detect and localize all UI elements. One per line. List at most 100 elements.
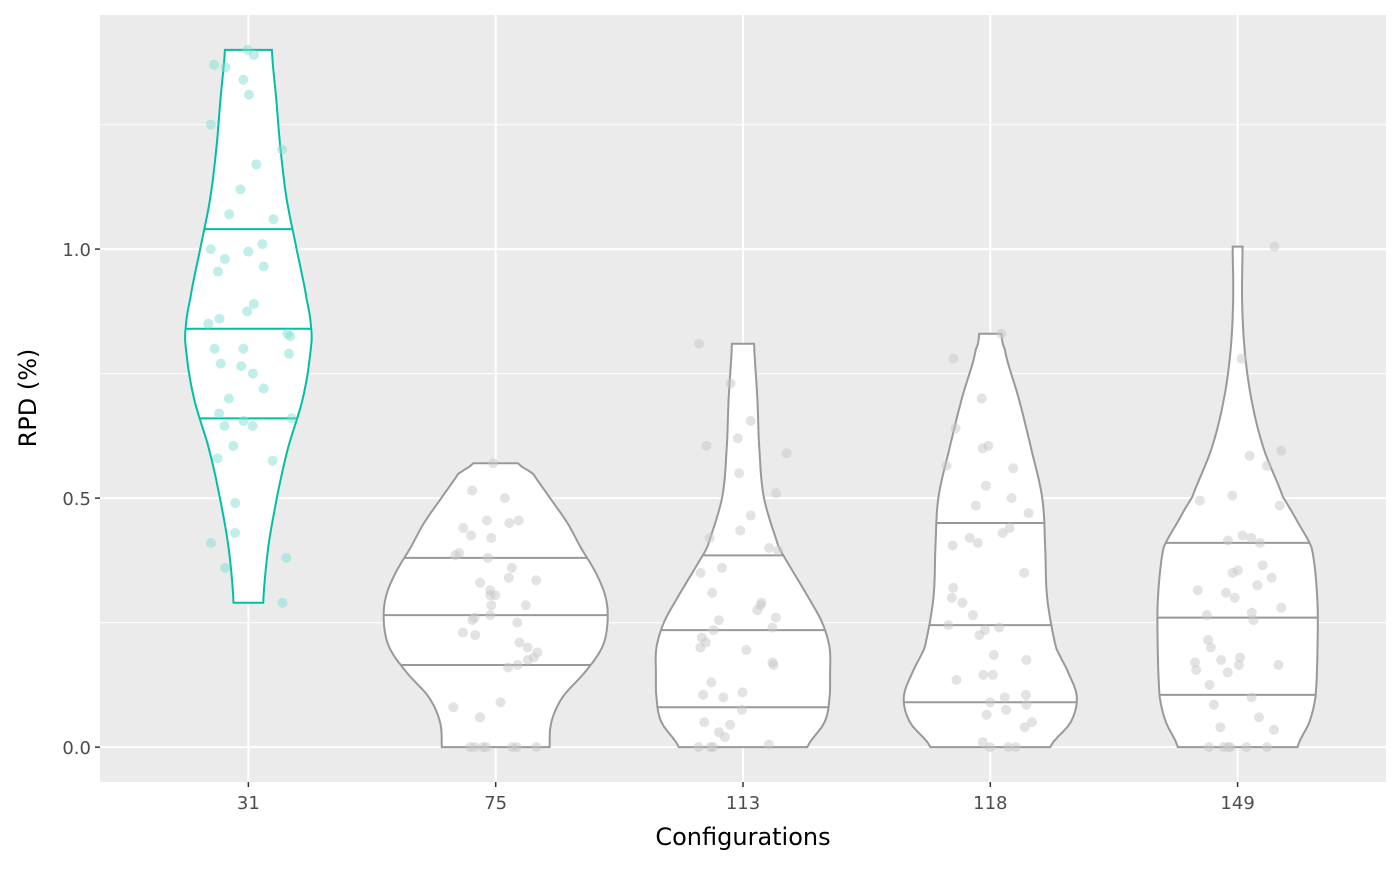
data-point bbox=[520, 600, 531, 611]
data-point bbox=[247, 368, 258, 379]
data-point bbox=[741, 645, 752, 656]
y-tick-label: 0.5 bbox=[62, 489, 91, 510]
data-point bbox=[781, 448, 792, 459]
data-point bbox=[972, 537, 983, 548]
data-point bbox=[205, 244, 216, 255]
data-point bbox=[467, 485, 478, 496]
violin-149 bbox=[1156, 245, 1319, 749]
data-point bbox=[768, 659, 779, 670]
data-point bbox=[947, 540, 958, 551]
data-point bbox=[1252, 580, 1263, 591]
data-point bbox=[1276, 602, 1287, 613]
data-point bbox=[1019, 567, 1030, 578]
x-tick-label: 75 bbox=[484, 793, 507, 814]
data-point bbox=[486, 532, 497, 543]
data-point bbox=[770, 612, 781, 623]
data-point bbox=[512, 659, 523, 670]
data-point bbox=[251, 159, 262, 170]
data-point bbox=[1253, 712, 1264, 723]
data-point bbox=[470, 630, 481, 641]
data-point bbox=[258, 383, 269, 394]
data-point bbox=[481, 515, 492, 526]
data-point bbox=[985, 742, 996, 753]
data-point bbox=[522, 654, 533, 665]
data-point bbox=[486, 600, 497, 611]
data-point bbox=[513, 515, 524, 526]
data-point bbox=[514, 637, 525, 648]
data-point bbox=[1201, 610, 1212, 621]
data-point bbox=[999, 692, 1010, 703]
data-point bbox=[948, 353, 959, 364]
data-point bbox=[1203, 742, 1214, 753]
x-axis-title: Configurations bbox=[655, 823, 830, 851]
data-point bbox=[1001, 704, 1012, 715]
data-point bbox=[694, 338, 705, 349]
data-point bbox=[1008, 463, 1019, 474]
data-point bbox=[737, 687, 748, 698]
data-point bbox=[488, 458, 499, 469]
data-point bbox=[707, 587, 718, 598]
data-point bbox=[1222, 667, 1233, 678]
data-point bbox=[1192, 585, 1203, 596]
data-point bbox=[1268, 724, 1279, 735]
data-point bbox=[1006, 493, 1017, 504]
data-point bbox=[469, 742, 480, 753]
data-point bbox=[1237, 530, 1248, 541]
data-point bbox=[268, 214, 279, 225]
data-point bbox=[448, 702, 459, 713]
data-point bbox=[1026, 717, 1037, 728]
data-point bbox=[203, 318, 214, 329]
data-point bbox=[285, 331, 296, 342]
data-point bbox=[718, 692, 729, 703]
data-point bbox=[977, 737, 988, 748]
data-point bbox=[475, 577, 486, 588]
violins bbox=[184, 48, 1319, 749]
data-point bbox=[1004, 522, 1015, 533]
data-point bbox=[1235, 652, 1246, 663]
data-point bbox=[771, 488, 782, 499]
data-point bbox=[996, 328, 1007, 339]
data-point bbox=[717, 562, 728, 573]
data-point bbox=[235, 184, 246, 195]
data-point bbox=[988, 649, 999, 660]
axes: 0.0 0.5 1.0 31 75 113 118 149 bbox=[62, 240, 1254, 814]
data-point bbox=[1257, 560, 1268, 571]
data-point bbox=[243, 89, 254, 100]
data-point bbox=[987, 669, 998, 680]
data-point bbox=[511, 742, 522, 753]
data-point bbox=[967, 610, 978, 621]
data-point bbox=[1254, 537, 1265, 548]
data-point bbox=[735, 525, 746, 536]
data-point bbox=[734, 468, 745, 479]
data-point bbox=[212, 266, 223, 277]
data-point bbox=[736, 704, 747, 715]
data-point bbox=[1269, 241, 1280, 252]
data-point bbox=[946, 592, 957, 603]
data-point bbox=[1190, 657, 1201, 668]
data-point bbox=[1021, 654, 1032, 665]
data-point bbox=[531, 575, 542, 586]
data-point bbox=[745, 510, 756, 521]
data-point bbox=[994, 622, 1005, 633]
data-point bbox=[281, 552, 292, 563]
y-tick-label: 1.0 bbox=[62, 240, 91, 261]
data-point bbox=[224, 209, 235, 220]
data-point bbox=[219, 420, 230, 431]
data-point bbox=[209, 59, 220, 70]
data-point bbox=[1216, 654, 1227, 665]
data-point bbox=[1262, 742, 1273, 753]
data-point bbox=[474, 712, 485, 723]
data-point bbox=[485, 610, 496, 621]
data-point bbox=[220, 562, 231, 573]
data-point bbox=[725, 719, 736, 730]
x-tick-label: 118 bbox=[973, 793, 1007, 814]
data-point bbox=[1246, 607, 1257, 618]
data-point bbox=[1215, 722, 1226, 733]
data-point bbox=[1273, 659, 1284, 670]
x-tick-label: 113 bbox=[726, 793, 760, 814]
data-point bbox=[1205, 642, 1216, 653]
data-point bbox=[258, 261, 269, 272]
data-point bbox=[941, 460, 952, 471]
data-point bbox=[467, 615, 478, 626]
data-point bbox=[745, 415, 756, 426]
